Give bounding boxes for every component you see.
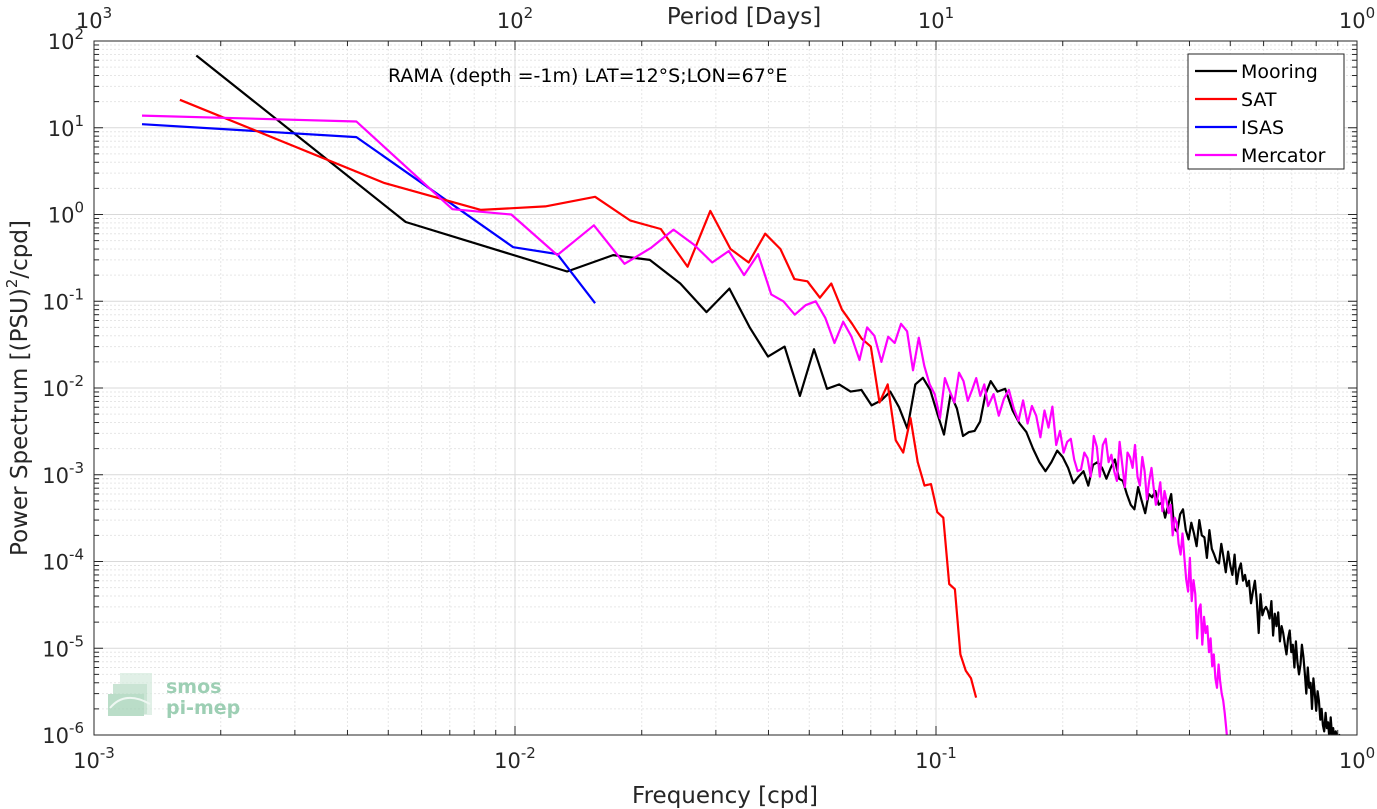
watermark-pimep: pi-mep [166,697,240,719]
x-tick-label: 10-3 [73,744,115,773]
top-tick-exp: 3 [103,4,113,22]
y-axis-label: Power Spectrum [(PSU)2/cpd] [3,220,33,556]
y-tick-exp: 0 [74,199,84,217]
y-axis-label-main: Power Spectrum [(PSU) [7,288,33,556]
top-axis-label: Period [Days] [667,4,821,30]
y-tick-label: 100 [48,199,84,228]
watermark-smos: smos [166,676,221,698]
series-line-mercator [141,114,1228,735]
legend-label-sat: SAT [1241,89,1277,111]
watermark-logo: smos pi-mep [108,673,240,719]
y-tick-label: 10-2 [42,372,84,401]
legend: Mooring SAT ISAS Mercator [1187,53,1345,170]
x-tick-label: 10-1 [915,744,957,773]
legend-label-isas: ISAS [1241,117,1284,139]
y-tick-exp: 1 [74,112,84,130]
logo-wave [109,697,151,709]
x-axis-label: Frequency [cpd] [632,783,818,809]
top-tick-base: 10 [918,9,945,33]
y-tick-base: 10 [42,551,69,575]
x-tick-exp: -2 [521,744,536,762]
series-line-sat [179,98,978,698]
x-tick-label: 10-2 [494,744,536,773]
y-tick-exp: 2 [74,25,84,43]
y-tick-base: 10 [42,724,69,748]
series-line-isas [141,123,596,304]
y-tick-exp: -1 [69,285,84,303]
top-tick-base: 10 [1339,9,1366,33]
x-tick-exp: 0 [1366,744,1376,762]
axis-ticks [93,40,1358,736]
x-tick-base: 10 [494,749,521,773]
y-tick-base: 10 [42,637,69,661]
y-tick-label: 10-4 [42,546,84,575]
legend-label-mercator: Mercator [1241,145,1326,167]
legend-items: Mooring SAT ISAS Mercator [1195,61,1326,167]
legend-label-mooring: Mooring [1241,61,1318,83]
y-tick-label: 10-3 [42,459,84,488]
top-tick-exp: 2 [524,4,534,22]
y-tick-exp: -3 [69,459,84,477]
top-tick-base: 10 [76,9,103,33]
y-tick-exp: -6 [69,719,84,737]
y-tick-exp: -2 [69,372,84,390]
y-tick-base: 10 [48,117,75,141]
x-tick-base: 10 [915,749,942,773]
top-tick-label: 100 [1339,4,1375,33]
logo-layer-3 [108,694,144,716]
y-tick-label: 102 [48,25,84,54]
x-tick-base: 10 [73,749,100,773]
y-tick-exp: -5 [69,632,84,650]
legend-box [1187,53,1345,170]
top-tick-exp: 0 [1366,4,1376,22]
top-tick-label: 101 [918,4,954,33]
y-tick-base: 10 [48,30,75,54]
y-tick-label: 10-6 [42,719,84,748]
x-tick-label: 100 [1339,744,1375,773]
y-tick-label: 101 [48,112,84,141]
chart-annotation: RAMA (depth =-1m) LAT=12°S;LON=67°E [388,65,787,87]
x-tick-exp: -1 [942,744,957,762]
top-tick-exp: 1 [945,4,955,22]
y-tick-label: 10-1 [42,285,84,314]
y-tick-base: 10 [42,377,69,401]
y-tick-base: 10 [48,204,75,228]
y-tick-label: 10-5 [42,632,84,661]
top-tick-label: 102 [497,4,533,33]
top-tick-base: 10 [497,9,524,33]
y-tick-base: 10 [42,290,69,314]
y-tick-exp: -4 [69,546,84,564]
top-tick-label: 103 [76,4,112,33]
x-tick-exp: -3 [100,744,115,762]
y-axis-label-sup: 2 [3,279,21,289]
x-tick-base: 10 [1339,749,1366,773]
y-axis-label-tail: /cpd] [7,220,33,279]
series-layer [141,54,1341,735]
y-tick-base: 10 [42,464,69,488]
